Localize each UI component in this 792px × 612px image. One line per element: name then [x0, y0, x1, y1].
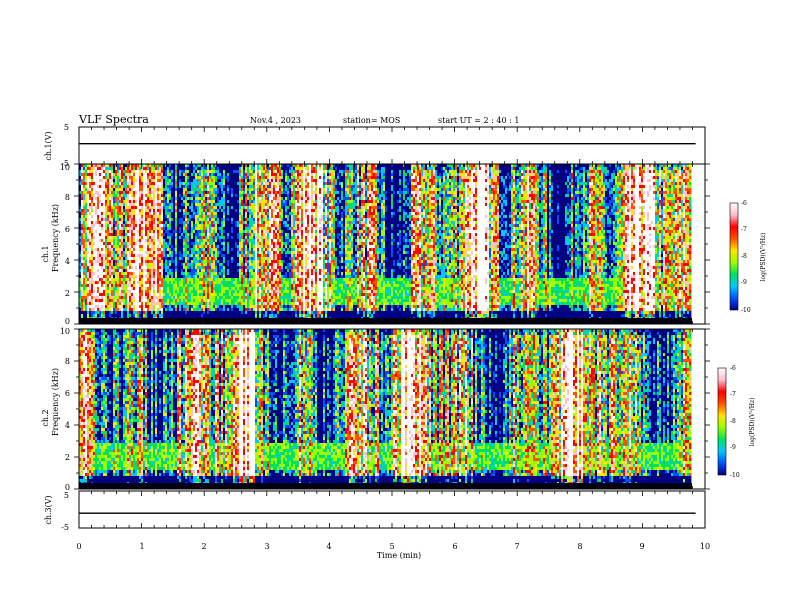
ch1-spec-ytick: 4 — [65, 257, 70, 266]
ch1-spec-channel-label: ch.1 — [41, 245, 50, 262]
ch2-spec-ytick: 4 — [65, 421, 70, 430]
ch1-colorbar-label: log(PSD)(V²/Hz) — [760, 233, 767, 282]
ch1-colorbar: -6 -7 -8 -9 -10 log(PSD)(V²/Hz) — [730, 200, 767, 314]
xtick-label: 5 — [389, 542, 394, 551]
xtick-label: 7 — [514, 542, 519, 551]
ch3-wave-ytick-bottom: -5 — [61, 523, 69, 532]
xtick-label: 8 — [577, 542, 582, 551]
ch1-spec-ytick: 0 — [65, 317, 70, 326]
ch2-colorbar: -6 -7 -8 -9 -10 log(PSD)(V²/Hz) — [718, 365, 756, 479]
date-label: Nov.4 , 2023 — [250, 116, 301, 125]
ch2-colorbar-tick: -7 — [730, 391, 736, 398]
ch1-wave-ylabel: ch.1(V) — [44, 131, 53, 160]
xtick-label: 10 — [700, 542, 710, 551]
ch3-waveform-frame — [79, 491, 705, 528]
ch1-spec-ytick: 2 — [65, 289, 70, 298]
ch1-colorbar-tick: -8 — [741, 253, 747, 260]
ch1-waveform-frame — [79, 127, 705, 164]
start-time-label: start UT = 2 : 40 : 1 — [438, 116, 519, 125]
xtick-label: 6 — [452, 542, 457, 551]
ch2-spec-ylabel: Frequency (kHz) — [51, 368, 60, 436]
ch2-spec-ytick: 2 — [65, 453, 70, 462]
xtick-label: 0 — [76, 542, 81, 551]
xtick-label: 9 — [639, 542, 644, 551]
ch1-spectrogram-image — [79, 164, 692, 324]
ch1-colorbar-tick: -6 — [741, 200, 747, 207]
ch2-colorbar-tick: -6 — [730, 365, 736, 372]
ch2-spec-ytick: 6 — [65, 389, 70, 398]
ch2-colorbar-label: log(PSD)(V²/Hz) — [749, 398, 756, 447]
ch2-spec-ytick: 0 — [65, 483, 70, 492]
ch1-colorbar-tick: -9 — [741, 279, 747, 286]
figure-title: VLF Spectra — [78, 113, 149, 126]
ch1-spec-ylabel: Frequency (kHz) — [51, 204, 60, 272]
ch1-spec-ytick: 8 — [65, 193, 70, 202]
ch3-wave-ylabel: ch.3(V) — [44, 495, 53, 524]
xaxis-label: Time (min) — [377, 551, 421, 560]
ch2-spec-channel-label: ch.2 — [41, 409, 50, 426]
ch2-spec-ytick: 10 — [60, 327, 70, 336]
ch2-colorbar-tick: -9 — [730, 444, 736, 451]
ch1-colorbar-tick: -10 — [741, 307, 751, 314]
ch2-spectrogram-image — [79, 329, 692, 489]
station-label: station= MOS — [343, 116, 400, 125]
ch1-colorbar-tick: -7 — [741, 226, 747, 233]
xtick-label: 1 — [139, 542, 144, 551]
ch3-wave-ytick-top: 5 — [64, 491, 69, 500]
ch2-colorbar-tick: -10 — [730, 472, 740, 479]
ch2-colorbar-scale — [718, 368, 726, 475]
ch1-wave-ytick-top: 5 — [64, 123, 69, 132]
ch1-spec-ytick: 6 — [65, 225, 70, 234]
ch1-colorbar-scale — [730, 203, 738, 310]
ch2-colorbar-tick: -8 — [730, 418, 736, 425]
xtick-label: 4 — [326, 542, 331, 551]
xtick-label: 3 — [264, 542, 269, 551]
xtick-label: 2 — [201, 542, 206, 551]
ch1-spec-ytick: 10 — [60, 163, 70, 172]
ch2-spec-ytick: 8 — [65, 357, 70, 366]
